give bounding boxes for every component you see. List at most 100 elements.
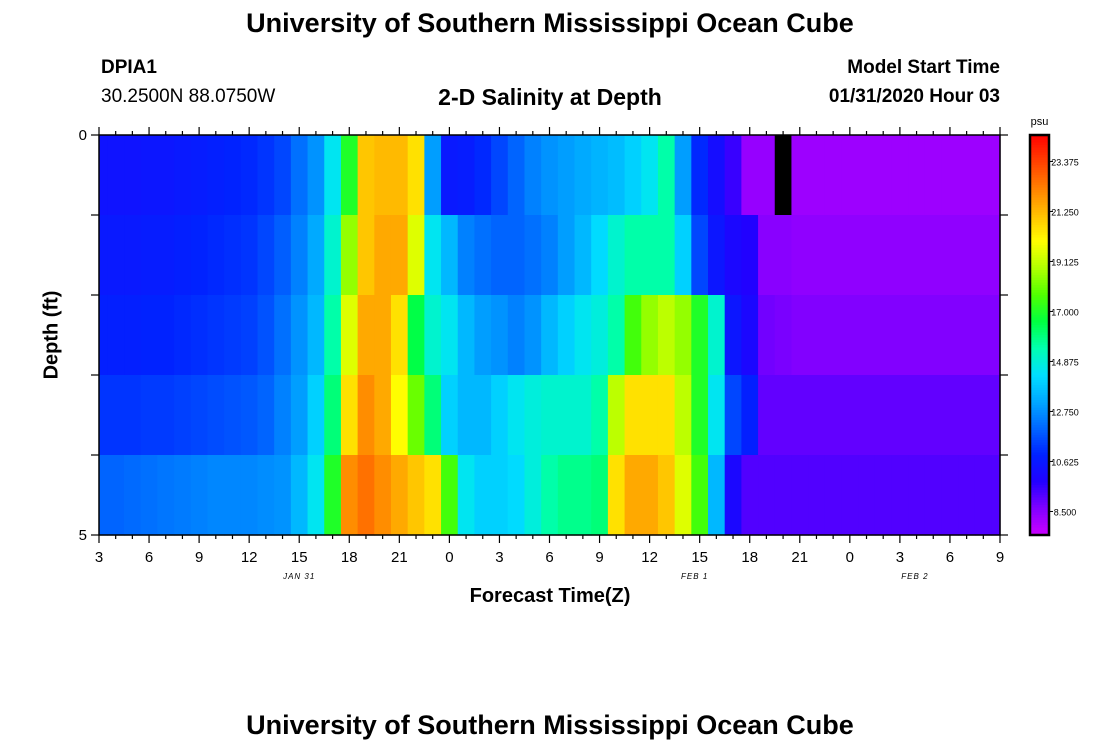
heatmap-cell (624, 455, 642, 536)
heatmap-cell (99, 295, 108, 376)
heatmap-cell (140, 375, 158, 456)
heatmap-cell (941, 375, 959, 456)
heatmap-cell (474, 215, 492, 296)
heatmap-cell (958, 215, 976, 296)
colorbar-swatch (1030, 315, 1049, 319)
heatmap-cell (557, 135, 576, 216)
heatmap-cell (441, 375, 459, 456)
heatmap-cell (524, 215, 542, 296)
colorbar-swatch (1030, 155, 1049, 159)
heatmap-cell (891, 375, 909, 456)
heatmap-cell (324, 135, 342, 216)
heatmap-cell (124, 135, 142, 216)
heatmap-cell (274, 455, 292, 536)
heatmap-cell (441, 215, 459, 296)
colorbar-swatch (1030, 212, 1049, 216)
colorbar-swatch (1030, 220, 1049, 224)
colorbar-swatch (1030, 512, 1049, 516)
colorbar-swatch (1030, 287, 1049, 291)
heatmap-cell (541, 295, 559, 376)
heatmap-cell (290, 215, 309, 296)
heatmap-cell (340, 455, 359, 536)
colorbar-swatch (1030, 302, 1049, 306)
heatmap-cell (991, 455, 1001, 536)
heatmap-cell (874, 295, 893, 376)
colorbar-swatch (1030, 500, 1049, 504)
heatmap-cell (124, 375, 142, 456)
x-axis: 3 6 9 12 15 18 21 0 3 6 9 12 15 18 21 0 3 6 9 JAN 31 FEB 1 FE… (95, 127, 1004, 581)
heatmap-cell (758, 375, 776, 456)
heatmap-cell (724, 375, 742, 456)
colorbar-swatch (1030, 465, 1049, 469)
colorbar-swatch (1030, 322, 1049, 326)
colorbar-swatch (1030, 150, 1049, 154)
x-tick-label: 0 (846, 549, 854, 566)
heatmap-cell (791, 135, 809, 216)
heatmap-cell (257, 215, 275, 296)
colorbar-swatch (1030, 325, 1049, 329)
heatmap-cell (174, 215, 192, 296)
heatmap-cell (407, 215, 425, 296)
colorbar-swatch (1030, 250, 1049, 254)
colorbar-swatch (1030, 517, 1049, 521)
heatmap-cell (974, 375, 993, 456)
heatmap-cell (708, 135, 726, 216)
x-tick-label: 3 (495, 549, 503, 566)
heatmap-cell (99, 455, 108, 536)
colorbar-swatch (1030, 282, 1049, 286)
heatmap-cell (908, 455, 926, 536)
heatmap-cell (941, 295, 959, 376)
heatmap-cell (741, 375, 759, 456)
colorbar-swatch (1030, 520, 1049, 524)
heatmap-cell (474, 375, 492, 456)
heatmap-cell (758, 295, 776, 376)
x-tick-label: 12 (641, 549, 658, 566)
colorbar-swatch (1030, 352, 1049, 356)
y-axis: 05 (79, 127, 1008, 544)
heatmap-cell (374, 455, 392, 536)
heatmap-cell (958, 455, 976, 536)
heatmap-cell (157, 135, 175, 216)
colorbar-unit: psu (1031, 116, 1049, 128)
heatmap-cell (924, 215, 943, 296)
heatmap-cell (457, 135, 476, 216)
heatmap-cell (507, 295, 526, 376)
colorbar-swatch (1030, 370, 1049, 374)
heatmap-cell (507, 215, 526, 296)
heatmap-cell (841, 135, 859, 216)
colorbar-swatch (1030, 145, 1049, 149)
heatmap-cell (724, 215, 742, 296)
colorbar-swatch (1030, 135, 1049, 139)
colorbar-swatch (1030, 217, 1049, 221)
heatmap-cell (491, 215, 509, 296)
heatmap-cell (574, 295, 592, 376)
colorbar-swatch (1030, 427, 1049, 431)
heatmap-cell (457, 295, 476, 376)
heatmap-cell (941, 135, 959, 216)
heatmap-cell (708, 455, 726, 536)
heatmap-cell (941, 455, 959, 536)
heatmap-cell (708, 375, 726, 456)
heatmap-cell (774, 135, 793, 216)
heatmap-cell (824, 135, 843, 216)
heatmap-cell (691, 455, 709, 536)
heatmap-cell (507, 135, 526, 216)
colorbar-swatch (1030, 185, 1049, 189)
heatmap-cell (157, 375, 175, 456)
heatmap-cell (174, 455, 192, 536)
heatmap-cell (457, 215, 476, 296)
heatmap-cell (591, 215, 609, 296)
heatmap-cell (607, 455, 626, 536)
heatmap-cell (290, 135, 309, 216)
heatmap-cell (290, 295, 309, 376)
heatmap-cell (307, 295, 325, 376)
colorbar-swatch (1030, 255, 1049, 259)
heatmap-cell (974, 135, 993, 216)
heatmap-cell (624, 295, 642, 376)
heatmap-cell (140, 215, 158, 296)
heatmap-cell (140, 295, 158, 376)
heatmap-cell (307, 215, 325, 296)
colorbar-swatch (1030, 375, 1049, 379)
colorbar-swatch (1030, 275, 1049, 279)
